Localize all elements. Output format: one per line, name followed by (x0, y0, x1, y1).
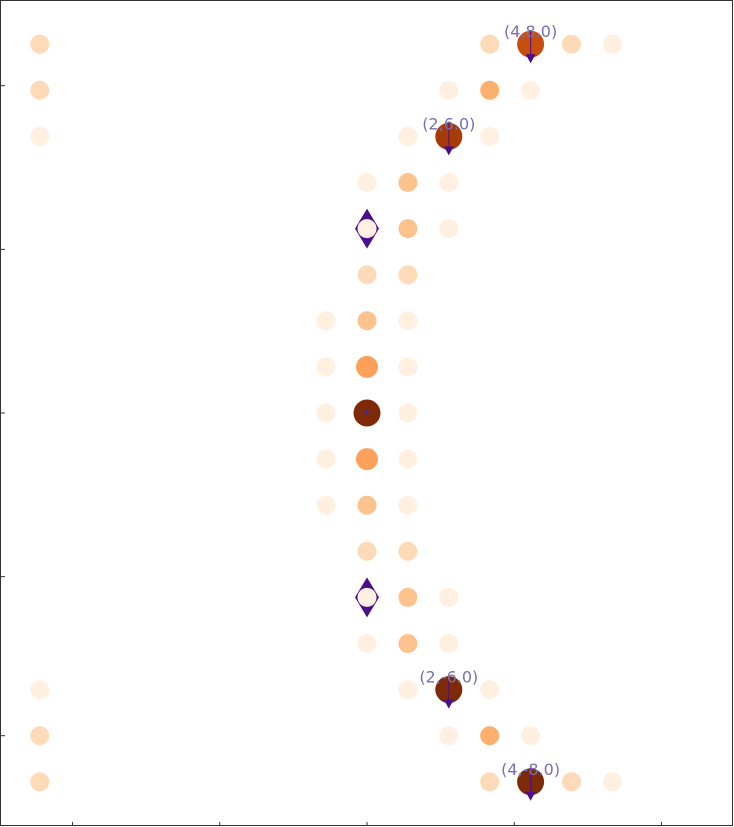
data-point (316, 495, 336, 515)
data-point (357, 495, 377, 515)
data-point (398, 495, 418, 515)
data-point (30, 772, 50, 792)
annotation-label: (4,8.0) (504, 22, 557, 41)
data-point (398, 449, 418, 469)
pin-marker (443, 699, 454, 709)
diamond-marker-center (357, 587, 377, 607)
data-point (439, 219, 459, 239)
diamond-marker-center (357, 219, 377, 239)
data-point (398, 173, 418, 192)
axis-ticks (1, 85, 662, 826)
data-point (398, 587, 418, 607)
data-point (356, 448, 378, 471)
pin-marker (525, 791, 536, 801)
annotation-label: (2,-6.0) (419, 668, 478, 687)
data-point (398, 311, 418, 331)
highlight-markers (355, 30, 536, 801)
data-point (316, 449, 336, 469)
annotation-label: (2,6.0) (422, 114, 475, 133)
data-point (521, 80, 541, 100)
data-point (398, 265, 418, 285)
data-point (398, 680, 418, 700)
data-point (521, 726, 541, 746)
data-point (480, 34, 500, 54)
data-point (480, 680, 500, 700)
data-point (562, 34, 581, 54)
data-point (316, 403, 336, 423)
pin-marker (443, 146, 454, 156)
data-point (439, 80, 459, 100)
data-point (398, 403, 418, 423)
data-point (357, 541, 377, 561)
data-point (398, 541, 418, 561)
annotations: (4,8.0) (2,6.0) (2,-6.0) (4,-8.0) (419, 22, 560, 779)
data-point (357, 311, 377, 331)
data-point (439, 587, 459, 607)
data-point (357, 634, 377, 653)
data-point (398, 634, 418, 653)
annotation-label: (4,-8.0) (501, 760, 560, 779)
data-point (480, 126, 500, 146)
data-point (357, 265, 377, 285)
data-point (439, 173, 459, 192)
data-point (316, 357, 336, 377)
data-point (398, 126, 418, 146)
data-point (439, 726, 459, 746)
data-point (356, 355, 378, 378)
data-point (439, 634, 459, 653)
data-point (30, 80, 50, 100)
data-point (30, 34, 50, 54)
data-point (30, 126, 50, 146)
data-point (562, 772, 581, 792)
pin-marker (525, 54, 536, 64)
data-point (30, 680, 50, 700)
data-point (398, 357, 418, 377)
data-point (316, 311, 336, 331)
data-point (30, 726, 50, 746)
data-point (480, 726, 500, 746)
data-point (357, 173, 377, 192)
data-point (480, 772, 500, 792)
data-point (602, 772, 622, 792)
data-point (398, 219, 418, 239)
data-point (480, 80, 500, 100)
data-point (602, 34, 622, 54)
